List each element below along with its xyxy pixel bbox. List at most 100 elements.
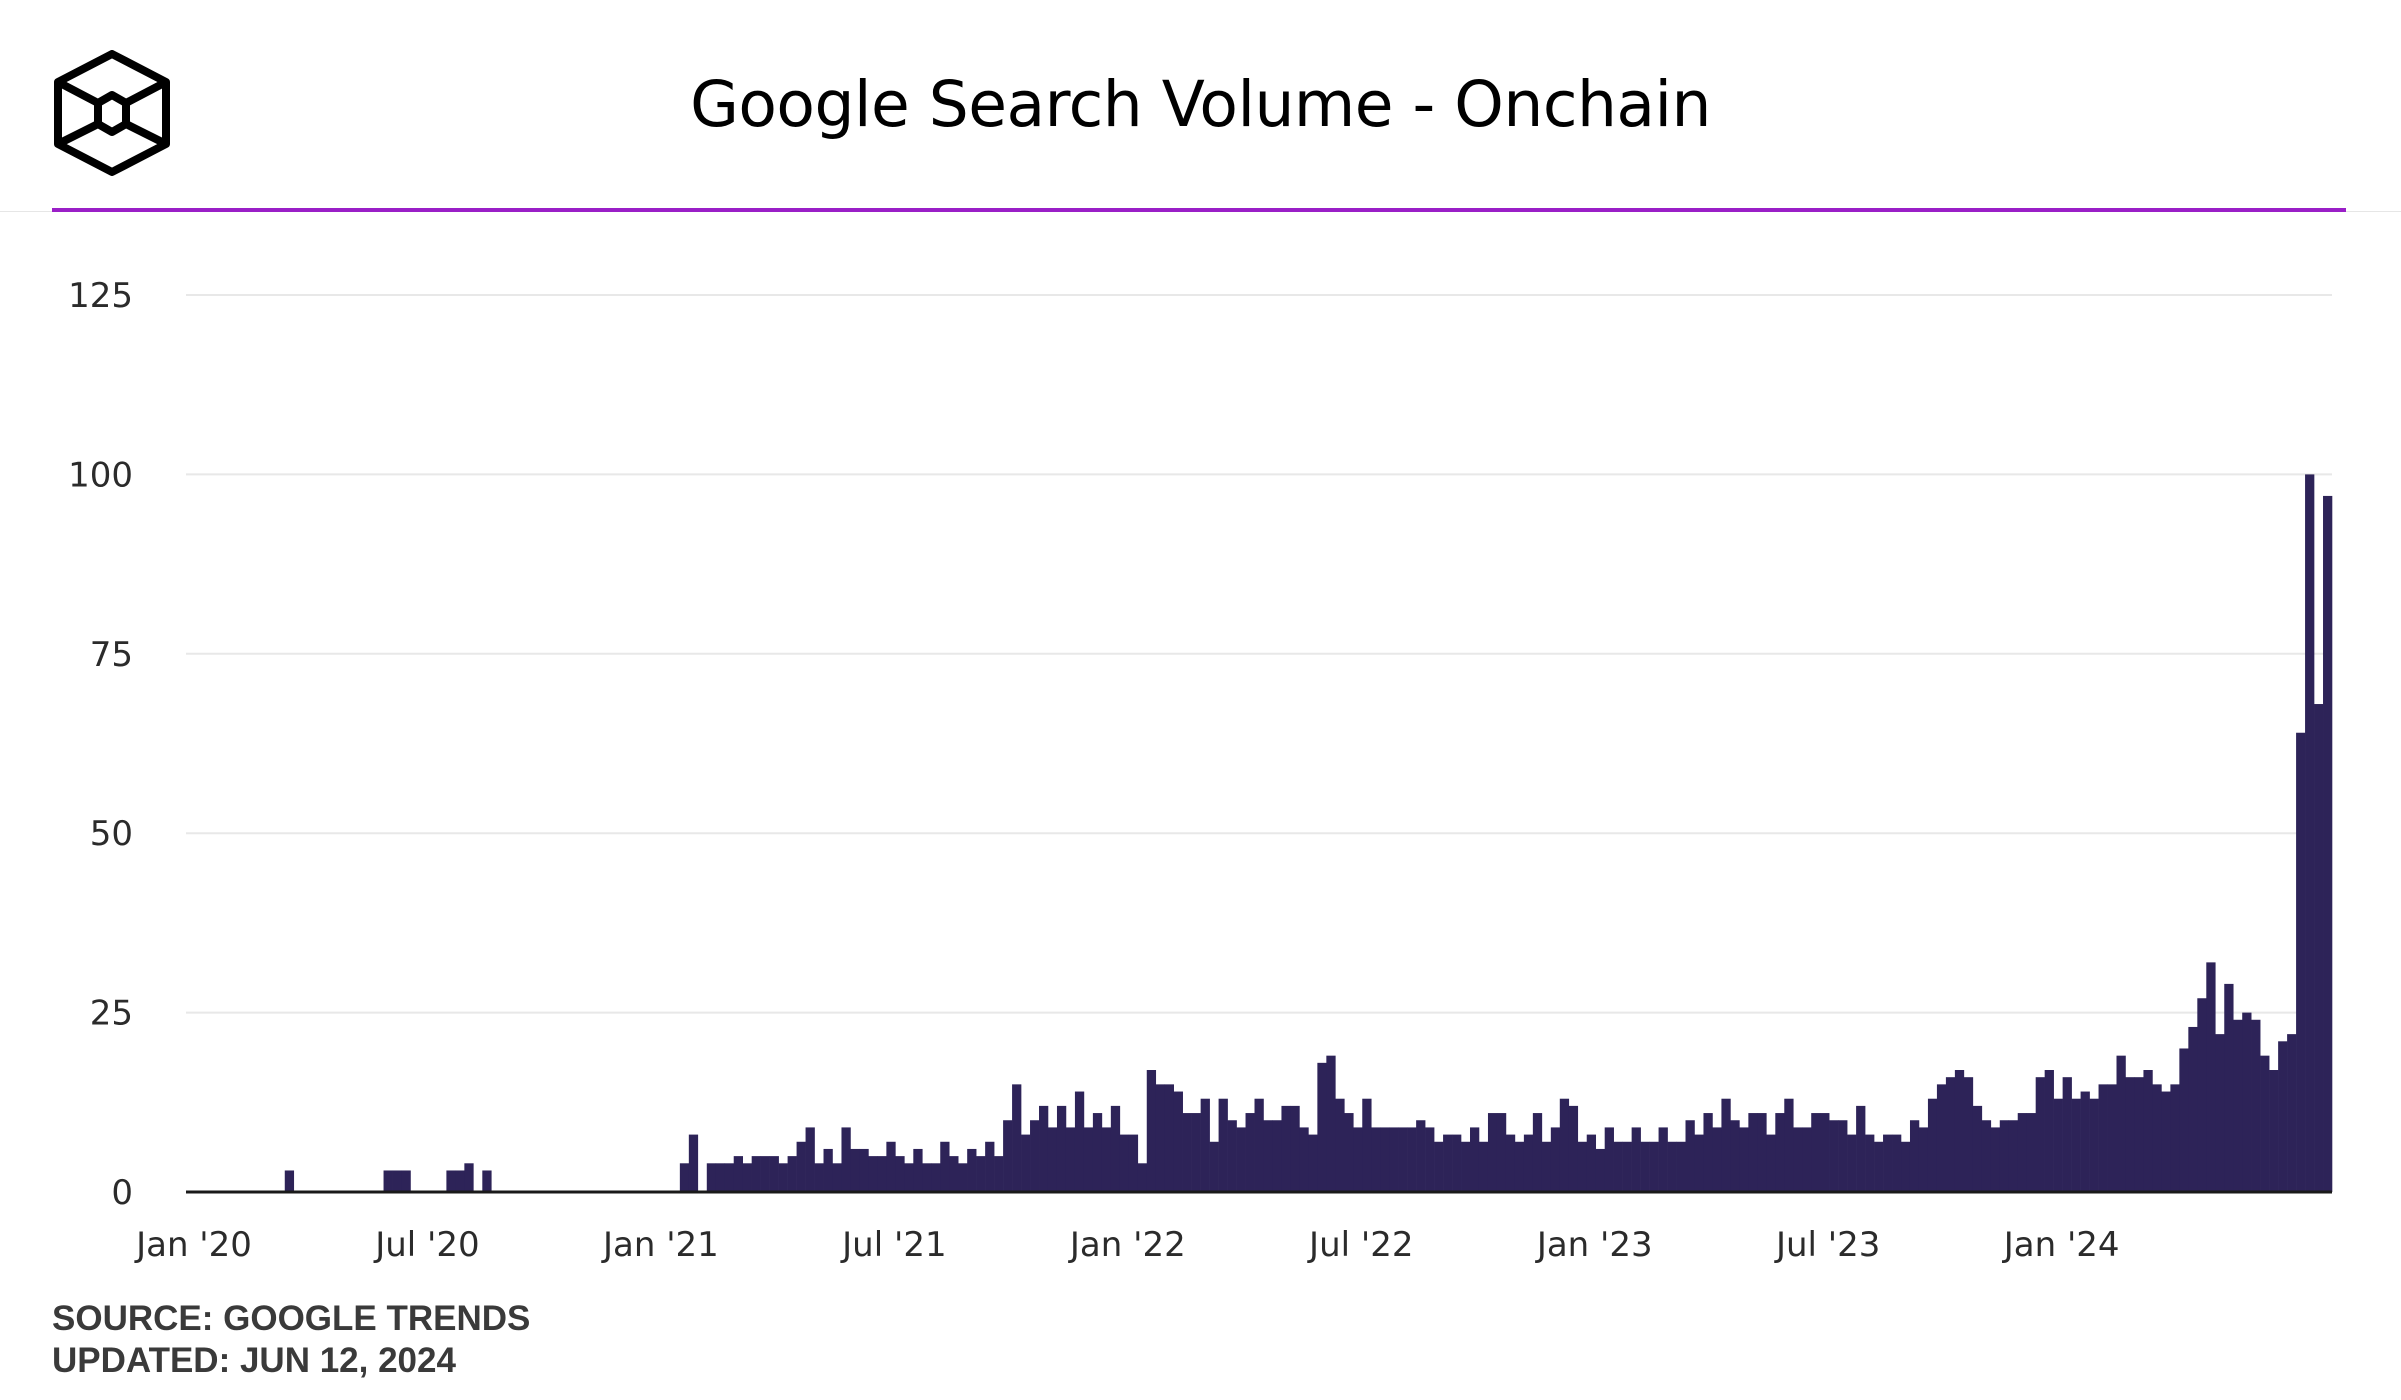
bar [1245, 1113, 1255, 1192]
bar [859, 1148, 869, 1192]
x-axis-ticks: Jan '20 Jul '20 Jan '21 Jul '21 Jan '22 Jul '… [134, 1225, 2119, 1265]
bar [1254, 1098, 1264, 1192]
bar [1712, 1127, 1722, 1192]
bar [760, 1156, 770, 1192]
bar [1954, 1070, 1965, 1192]
bar [742, 1163, 752, 1192]
bar [1532, 1113, 1543, 1192]
bar [1272, 1120, 1282, 1192]
bar [1083, 1127, 1094, 1192]
bar [1326, 1055, 1336, 1192]
bar [2134, 1077, 2144, 1192]
bar [1200, 1098, 1210, 1192]
bar [1613, 1141, 1623, 1192]
y-tick-label: 25 [90, 994, 133, 1034]
cube-logo-icon [54, 50, 170, 176]
bar [464, 1163, 474, 1192]
x-tick-label: Jan '24 [2002, 1225, 2120, 1265]
bar [1963, 1077, 1974, 1192]
bar [1694, 1134, 1704, 1192]
bar [1927, 1098, 1938, 1192]
bar [1649, 1141, 1659, 1192]
bar [1344, 1113, 1354, 1192]
bar [1039, 1105, 1049, 1192]
bar [1874, 1141, 1884, 1192]
bar [2071, 1098, 2081, 1192]
chart-title: Google Search Volume - Onchain [690, 68, 1711, 141]
bar [1703, 1113, 1713, 1192]
bar [1640, 1141, 1650, 1192]
x-tick-label: Jul '20 [373, 1225, 479, 1265]
y-axis-ticks: 0 25 50 75 100 125 [68, 276, 133, 1213]
bar [1945, 1077, 1956, 1192]
bar [1182, 1113, 1192, 1192]
y-tick-label: 0 [111, 1173, 133, 1213]
x-tick-label: Jan '22 [1068, 1225, 1186, 1265]
bar [814, 1163, 824, 1192]
bar [2152, 1084, 2162, 1192]
bar [1487, 1113, 1498, 1192]
bar [1065, 1127, 1076, 1192]
bar [1335, 1098, 1345, 1192]
bar [958, 1163, 968, 1192]
bar [832, 1163, 842, 1192]
bar [715, 1163, 726, 1192]
bar [1514, 1141, 1525, 1192]
bar [823, 1148, 833, 1192]
bar [1918, 1127, 1929, 1192]
bar [1811, 1113, 1821, 1192]
bar [967, 1148, 977, 1192]
bar [985, 1141, 995, 1192]
bar [1110, 1105, 1121, 1192]
bar [1667, 1141, 1677, 1192]
bar [679, 1163, 690, 1192]
bar [1101, 1127, 1112, 1192]
bar [1981, 1120, 1992, 1192]
bar [1425, 1127, 1435, 1192]
bar [1398, 1127, 1408, 1192]
bar [1263, 1120, 1273, 1192]
bar [1290, 1105, 1300, 1192]
bar [724, 1163, 735, 1192]
bar [2197, 998, 2207, 1192]
bar [1793, 1127, 1803, 1192]
bar [1416, 1120, 1426, 1192]
bar [1856, 1105, 1866, 1192]
bar [2278, 1041, 2288, 1192]
bar [841, 1127, 851, 1192]
updated-note: UPDATED: JUN 12, 2024 [52, 1341, 456, 1380]
x-tick-label: Jan '21 [601, 1225, 719, 1265]
bar [1371, 1127, 1381, 1192]
y-tick-label: 100 [68, 455, 133, 495]
bar [1909, 1120, 1920, 1192]
bar [1676, 1141, 1686, 1192]
bar [455, 1170, 465, 1192]
bar [1766, 1134, 1776, 1192]
bar [2143, 1070, 2153, 1192]
bar [1362, 1098, 1372, 1192]
bar [1658, 1127, 1668, 1192]
bar [769, 1156, 779, 1192]
bar [2044, 1070, 2054, 1192]
bar [787, 1156, 797, 1192]
bar [2215, 1034, 2225, 1192]
bar [1012, 1084, 1022, 1192]
gridlines [186, 294, 2332, 1014]
bar [1452, 1134, 1462, 1192]
bar [2269, 1070, 2279, 1192]
bar [2233, 1019, 2243, 1192]
bar [1074, 1091, 1085, 1192]
bar [2026, 1113, 2036, 1192]
bar [1461, 1141, 1471, 1192]
bar [1092, 1113, 1103, 1192]
bar [2089, 1098, 2099, 1192]
bar [1595, 1148, 1605, 1192]
bar [2251, 1019, 2261, 1192]
bar [1757, 1113, 1767, 1192]
bar [877, 1156, 887, 1192]
bar [1721, 1098, 1731, 1192]
x-tick-label: Jul '23 [1774, 1225, 1880, 1265]
bar [392, 1170, 402, 1192]
bar [994, 1156, 1004, 1192]
